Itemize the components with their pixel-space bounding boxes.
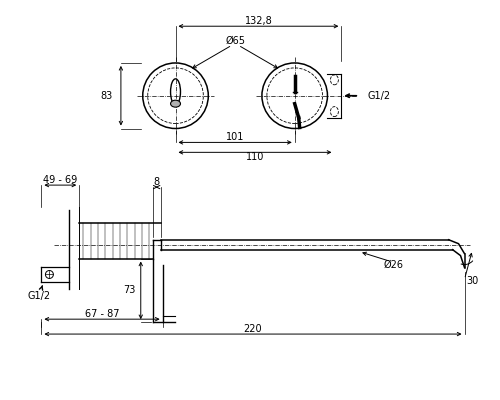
Text: Ø26: Ø26 bbox=[384, 260, 404, 270]
Text: 49 - 69: 49 - 69 bbox=[43, 175, 78, 185]
Text: 8: 8 bbox=[154, 177, 160, 187]
Text: G1/2: G1/2 bbox=[367, 91, 390, 101]
Text: 110: 110 bbox=[246, 152, 264, 162]
Text: 220: 220 bbox=[244, 324, 262, 334]
Text: G1/2: G1/2 bbox=[28, 291, 51, 301]
Text: 73: 73 bbox=[124, 285, 136, 295]
Text: 132,8: 132,8 bbox=[244, 16, 272, 26]
Text: 67 - 87: 67 - 87 bbox=[85, 309, 119, 319]
Ellipse shape bbox=[170, 100, 180, 107]
Text: 83: 83 bbox=[100, 91, 113, 101]
Text: 30: 30 bbox=[466, 276, 478, 286]
Text: Ø65: Ø65 bbox=[225, 36, 245, 46]
Text: 101: 101 bbox=[226, 132, 244, 142]
